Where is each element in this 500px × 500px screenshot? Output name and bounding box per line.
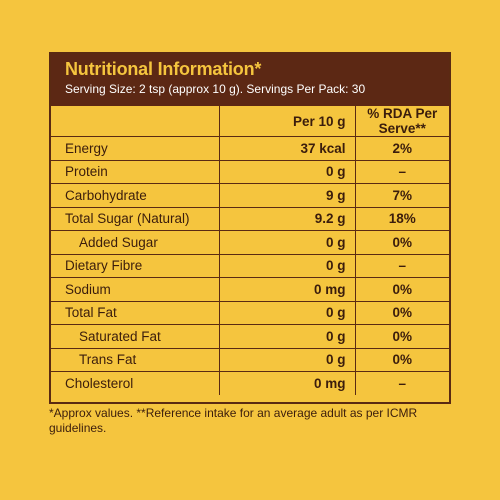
nutrition-panel: Nutritional Information* Serving Size: 2…: [49, 52, 451, 404]
rda-value: 0%: [354, 277, 449, 301]
per-10g-value: 0 mg: [218, 371, 355, 395]
nutrient-name: Trans Fat: [51, 347, 219, 372]
header-cell-nutrient: [51, 106, 219, 137]
per-10g-value: 0 g: [218, 230, 355, 254]
nutrient-name: Energy: [51, 136, 219, 160]
per-10g-value: 0 g: [218, 324, 355, 348]
nutrient-name: Cholesterol: [51, 371, 219, 395]
rda-value: 0%: [354, 324, 449, 348]
table-row: Trans Fat 0 g 0%: [51, 347, 449, 372]
rda-value: –: [354, 371, 449, 395]
per-10g-value: 0 g: [218, 253, 355, 278]
per-10g-value: 37 kcal: [218, 136, 355, 160]
nutrient-name: Sodium: [51, 277, 219, 301]
nutrient-name: Dietary Fibre: [51, 253, 219, 278]
per-10g-value: 9 g: [218, 183, 355, 207]
table-row: Sodium 0 mg 0%: [51, 277, 449, 301]
nutrient-name: Protein: [51, 159, 219, 184]
table-row: Energy 37 kcal 2%: [51, 136, 449, 160]
table-row: Cholesterol 0 mg –: [51, 371, 449, 395]
per-10g-value: 0 mg: [218, 277, 355, 301]
table-row: Protein 0 g –: [51, 159, 449, 184]
nutrient-name: Carbohydrate: [51, 183, 219, 207]
per-10g-value: 0 g: [218, 159, 355, 184]
header-cell-rda: % RDA Per Serve**: [354, 106, 449, 137]
rda-value: 7%: [354, 183, 449, 207]
table-header-row: Per 10 g % RDA Per Serve**: [51, 106, 449, 137]
table-row: Saturated Fat 0 g 0%: [51, 324, 449, 348]
table-row: Dietary Fibre 0 g –: [51, 253, 449, 278]
table-row: Carbohydrate 9 g 7%: [51, 183, 449, 207]
rda-value: 2%: [354, 136, 449, 160]
table-row: Total Sugar (Natural) 9.2 g 18%: [51, 206, 449, 231]
nutrient-name: Total Fat: [51, 300, 219, 325]
rda-value: 0%: [354, 230, 449, 254]
rda-value: 18%: [354, 206, 449, 231]
per-10g-value: 0 g: [218, 347, 355, 372]
nutrient-name: Saturated Fat: [51, 324, 219, 348]
header-cell-per-10g: Per 10 g: [218, 106, 355, 137]
rda-value: –: [354, 159, 449, 184]
table-row: Total Fat 0 g 0%: [51, 300, 449, 325]
rda-value: –: [354, 253, 449, 278]
per-10g-value: 0 g: [218, 300, 355, 325]
nutrition-header: Nutritional Information* Serving Size: 2…: [51, 54, 449, 106]
table-row: Added Sugar 0 g 0%: [51, 230, 449, 254]
footnote: *Approx values. **Reference intake for a…: [49, 406, 418, 435]
rda-value: 0%: [354, 300, 449, 325]
serving-info: Serving Size: 2 tsp (approx 10 g). Servi…: [65, 82, 366, 96]
nutrition-title: Nutritional Information*: [65, 59, 262, 79]
per-10g-value: 9.2 g: [218, 206, 355, 231]
nutrient-name: Added Sugar: [51, 230, 219, 254]
rda-value: 0%: [354, 347, 449, 372]
nutrition-table: Per 10 g % RDA Per Serve** Energy 37 kcal…: [51, 106, 449, 395]
nutrient-name: Total Sugar (Natural): [51, 206, 219, 231]
